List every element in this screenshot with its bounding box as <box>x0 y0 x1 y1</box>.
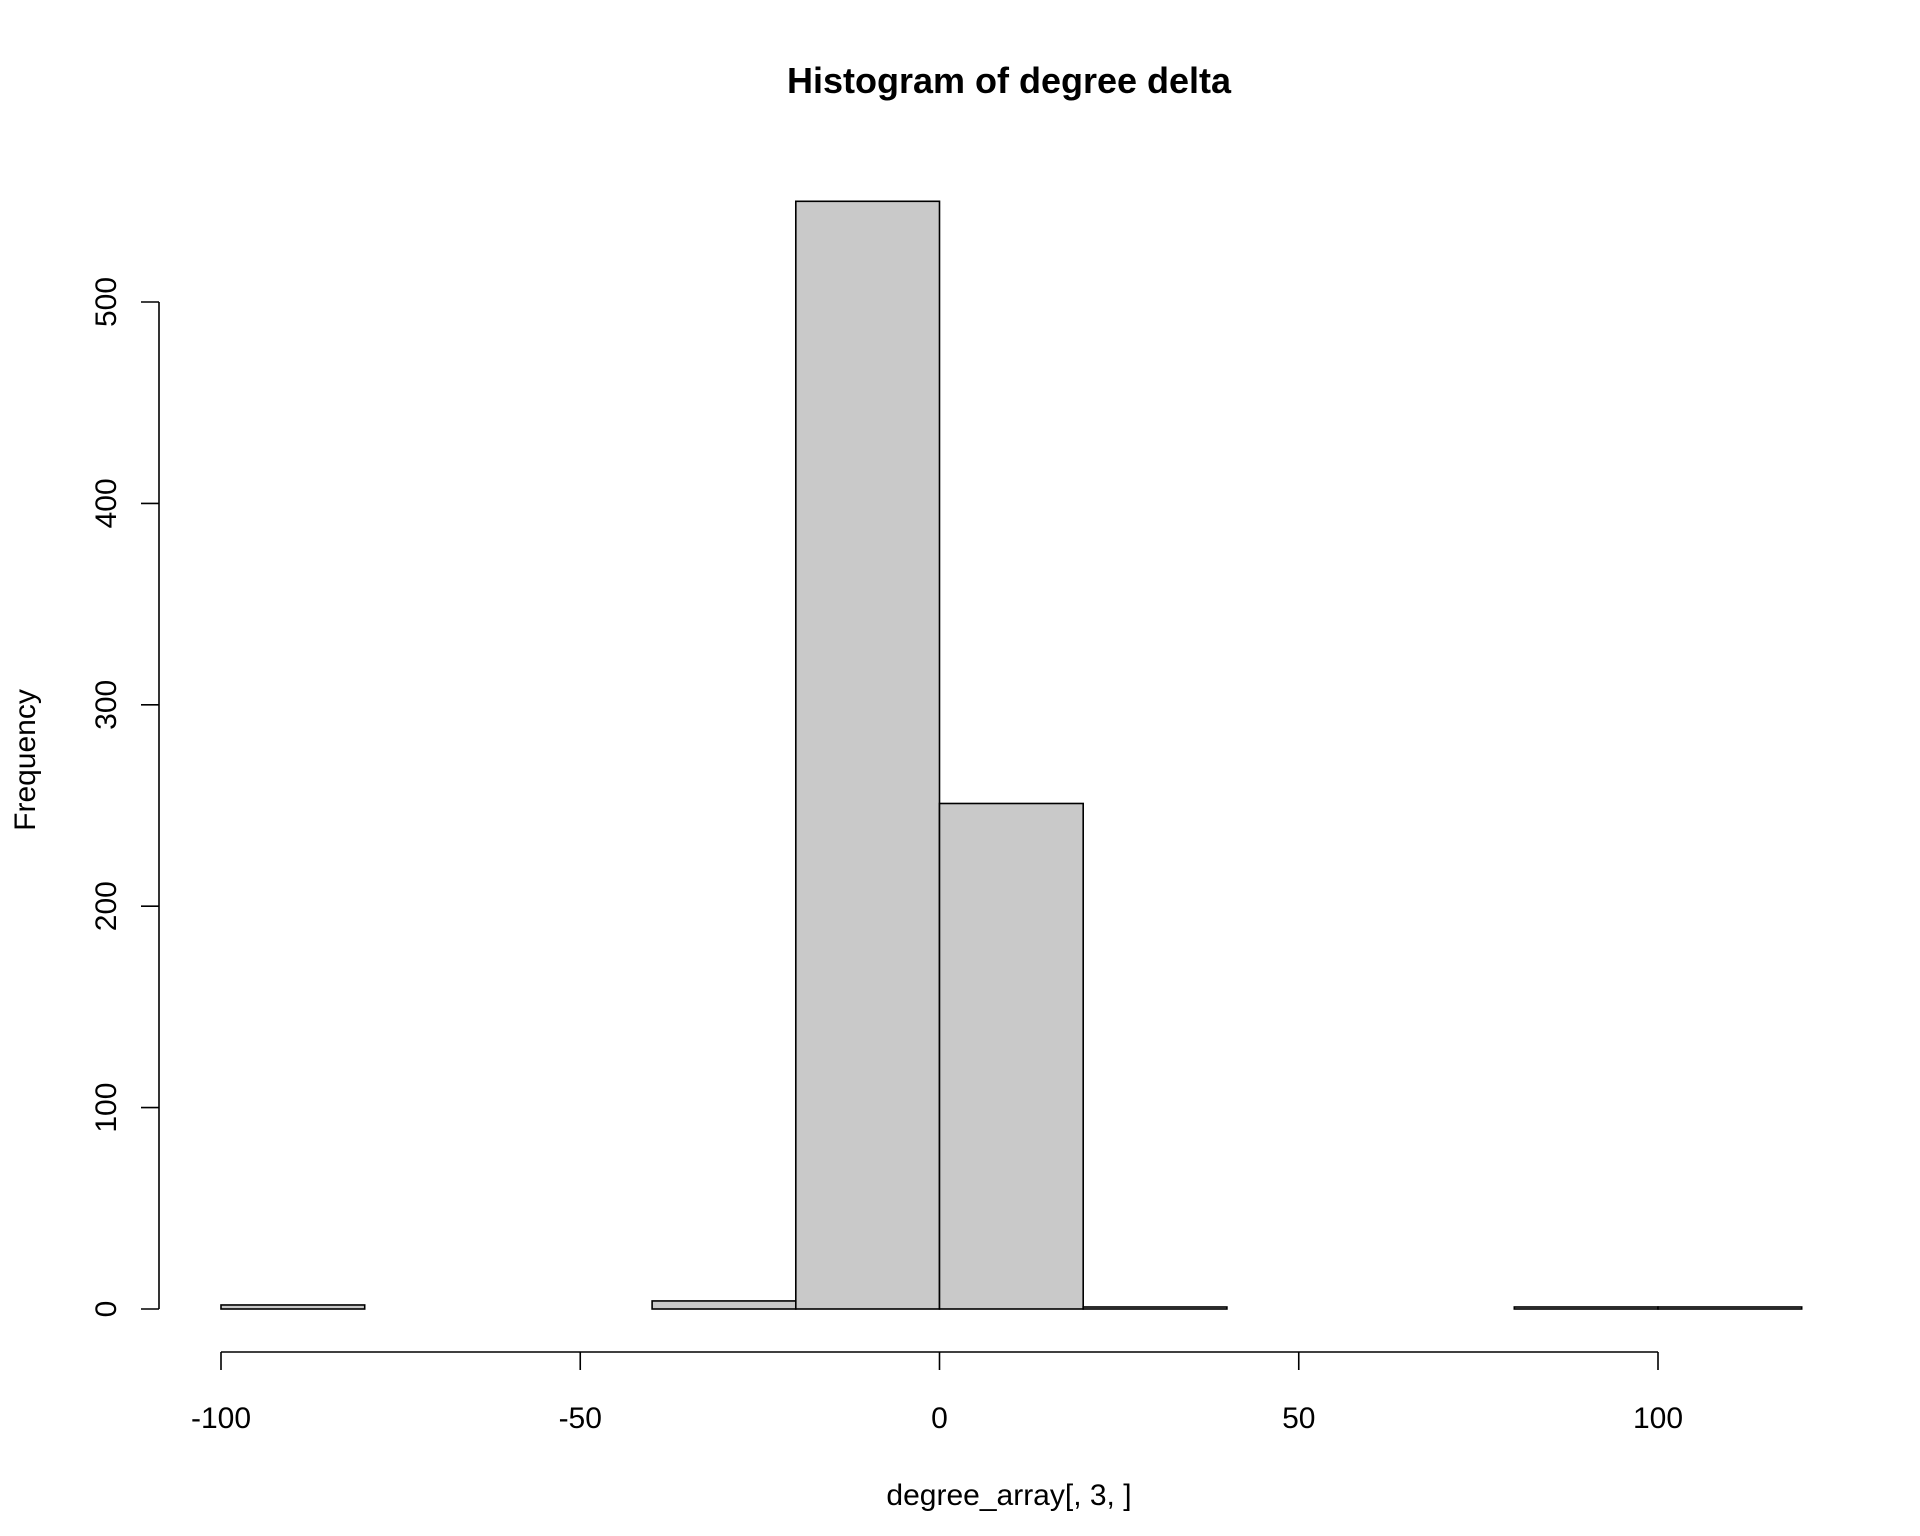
y-axis: 0 100 200 300 400 500 <box>90 277 160 1318</box>
x-tick-label-0: -100 <box>191 1402 251 1435</box>
histogram-bars <box>220 200 1803 1310</box>
histogram-bar-3 <box>651 1300 797 1310</box>
histogram-bar-6 <box>1082 1306 1228 1310</box>
y-tick-label-5: 500 <box>90 277 123 327</box>
y-tick-label-3: 300 <box>90 680 123 730</box>
histogram-bar-5 <box>938 802 1084 1310</box>
chart-title: Histogram of degree delta <box>787 60 1232 101</box>
x-tick-label-1: -50 <box>559 1402 602 1435</box>
y-tick-label-4: 400 <box>90 478 123 528</box>
x-axis-label: degree_array[, 3, ] <box>886 1479 1131 1512</box>
x-axis: -100 -50 0 50 100 <box>191 1351 1683 1435</box>
x-tick-label-4: 100 <box>1633 1402 1683 1435</box>
x-tick-label-3: 50 <box>1282 1402 1315 1435</box>
y-tick-label-2: 200 <box>90 881 123 931</box>
histogram-bar-9 <box>1513 1306 1659 1310</box>
histogram-bar-4 <box>794 200 941 1310</box>
y-tick-label-1: 100 <box>90 1083 123 1133</box>
histogram-bar-0 <box>220 1304 366 1310</box>
x-tick-label-2: 0 <box>931 1402 948 1435</box>
y-axis-label: Frequency <box>9 689 42 831</box>
histogram-bar-10 <box>1657 1306 1803 1310</box>
y-tick-label-0: 0 <box>90 1301 123 1318</box>
